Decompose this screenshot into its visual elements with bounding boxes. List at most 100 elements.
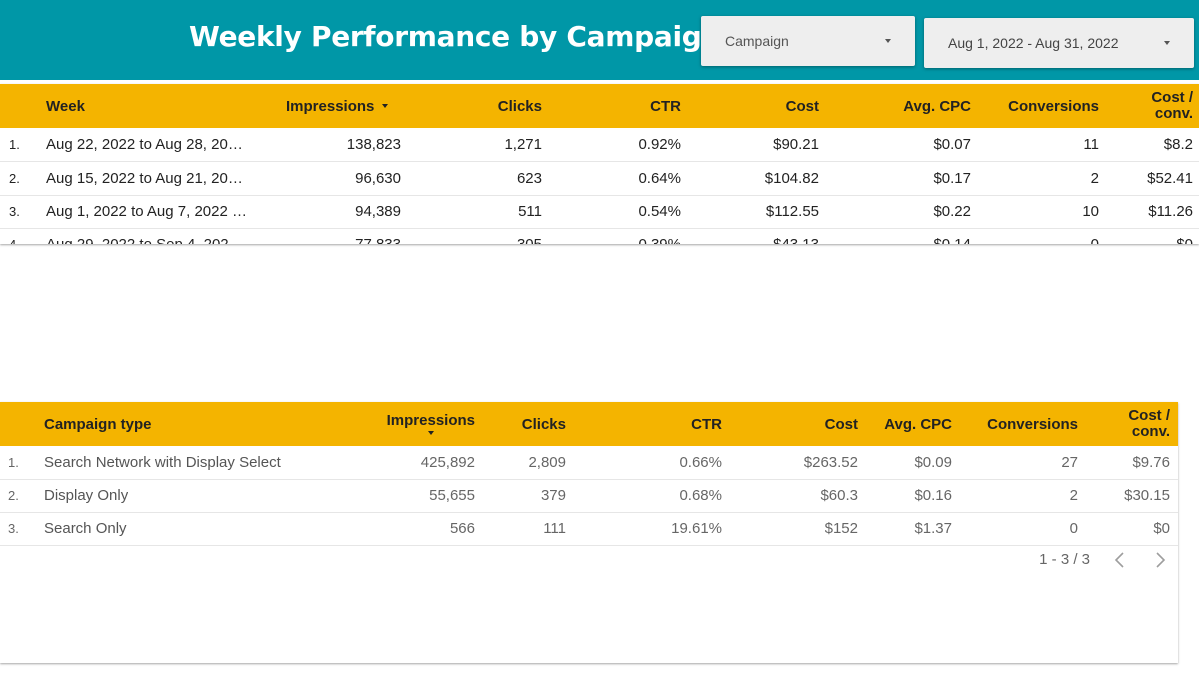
column-header-week[interactable]: Week xyxy=(46,97,85,115)
campaign-type-cell: Search Only xyxy=(44,520,127,537)
impressions-cell: 425,892 xyxy=(420,454,475,471)
conversions-cell: 27 xyxy=(1061,454,1078,471)
ctr-cell: 19.61% xyxy=(671,520,722,537)
week-cell: Aug 22, 2022 to Aug 28, 20… xyxy=(46,136,243,153)
campaign-type-cell: Display Only xyxy=(44,487,129,504)
cost-per-conv-cell: $9.76 xyxy=(1132,454,1170,471)
clicks-cell: 379 xyxy=(540,487,566,504)
avg-cpc-cell: $0.07 xyxy=(933,136,971,153)
ctr-cell: 0.64% xyxy=(638,170,681,187)
column-header-impressions-label: Impressions xyxy=(286,97,375,115)
row-index: 1. xyxy=(9,137,20,152)
pagination: 1 - 3 / 3 xyxy=(878,547,1178,573)
cost-cell: $263.52 xyxy=(803,454,858,471)
column-header-impressions-label: Impressions xyxy=(386,412,475,429)
column-header-campaign-type[interactable]: Campaign type xyxy=(44,415,152,433)
column-header-avg-cpc[interactable]: Avg. CPC xyxy=(884,415,952,433)
avg-cpc-cell: $0.16 xyxy=(914,487,952,504)
caret-down-icon xyxy=(885,39,891,43)
column-header-avg-cpc[interactable]: Avg. CPC xyxy=(903,97,971,115)
row-index: 1. xyxy=(8,455,19,470)
column-header-cost[interactable]: Cost xyxy=(785,97,819,115)
conversions-cell: 11 xyxy=(1083,136,1099,153)
ctr-cell: 0.66% xyxy=(679,454,722,471)
cost-cell: $104.82 xyxy=(764,170,819,187)
table-row[interactable]: 1. Search Network with Display Select 42… xyxy=(0,446,1178,480)
cost-cell: $112.55 xyxy=(765,203,819,220)
table-row[interactable]: 3. Aug 1, 2022 to Aug 7, 2022 … 94,389 5… xyxy=(0,195,1199,229)
table-header: Campaign type Impressions Clicks CTR Cos… xyxy=(0,402,1178,446)
campaign-type-table: Campaign type Impressions Clicks CTR Cos… xyxy=(0,402,1178,663)
table-row[interactable]: 2. Display Only 55,655 379 0.68% $60.3 $… xyxy=(0,479,1178,513)
date-range-dropdown[interactable]: Aug 1, 2022 - Aug 31, 2022 xyxy=(924,18,1194,68)
avg-cpc-cell: $0.14 xyxy=(933,228,971,244)
column-header-ctr[interactable]: CTR xyxy=(650,97,681,115)
impressions-cell: 94,389 xyxy=(355,203,401,220)
column-header-conversions[interactable]: Conversions xyxy=(987,415,1078,433)
cost-per-conv-cell: $11.26 xyxy=(1148,203,1193,220)
week-cell: Aug 15, 2022 to Aug 21, 20… xyxy=(46,170,243,187)
header-bar: Weekly Performance by Campaign Campaign … xyxy=(0,0,1199,80)
clicks-cell: 2,809 xyxy=(528,454,566,471)
table-row[interactable]: 4. Aug 29, 2022 to Sep 4, 202… 77,833 30… xyxy=(0,228,1199,244)
column-header-clicks[interactable]: Clicks xyxy=(521,415,566,433)
clicks-cell: 1,271 xyxy=(504,136,542,153)
conversions-cell: 0 xyxy=(1069,520,1078,537)
cost-cell: $90.21 xyxy=(773,136,819,153)
pagination-range: 1 - 3 / 3 xyxy=(1039,551,1090,568)
table-row[interactable]: 2. Aug 15, 2022 to Aug 21, 20… 96,630 62… xyxy=(0,162,1199,196)
ctr-cell: 0.54% xyxy=(638,203,681,220)
row-index: 2. xyxy=(8,488,19,503)
conversions-cell: 10 xyxy=(1082,203,1099,220)
cost-cell: $60.3 xyxy=(820,487,858,504)
impressions-cell: 138,823 xyxy=(346,136,401,153)
conversions-cell: 0 xyxy=(1091,228,1099,244)
row-index: 3. xyxy=(8,521,19,536)
chevron-left-icon[interactable] xyxy=(1110,550,1130,570)
clicks-cell: 305 xyxy=(517,228,542,244)
table-header: Week Impressions Clicks CTR Cost Avg. CP… xyxy=(0,84,1199,128)
column-header-cost-per-conv[interactable]: Cost / conv. xyxy=(1128,402,1170,446)
cost-per-conv-cell: $0 xyxy=(1176,228,1193,244)
impressions-cell: 77,833 xyxy=(355,228,401,244)
table-row[interactable]: 3. Search Only 566 111 19.61% $152 $1.37… xyxy=(0,512,1178,546)
campaign-filter-dropdown[interactable]: Campaign xyxy=(701,16,915,66)
date-range-label: Aug 1, 2022 - Aug 31, 2022 xyxy=(948,35,1119,51)
campaign-filter-label: Campaign xyxy=(725,33,789,49)
avg-cpc-cell: $0.22 xyxy=(933,203,971,220)
row-index: 4. xyxy=(9,228,20,244)
sort-descending-icon xyxy=(382,104,389,108)
cost-per-conv-cell: $30.15 xyxy=(1124,487,1170,504)
caret-down-icon xyxy=(1164,41,1170,45)
avg-cpc-cell: $0.17 xyxy=(933,170,971,187)
cost-per-conv-cell: $52.41 xyxy=(1147,170,1193,187)
page-title: Weekly Performance by Campaign xyxy=(189,20,722,53)
week-cell: Aug 29, 2022 to Sep 4, 202… xyxy=(46,228,256,244)
column-header-ctr[interactable]: CTR xyxy=(691,415,722,433)
table-row[interactable]: 1. Aug 22, 2022 to Aug 28, 20… 138,823 1… xyxy=(0,128,1199,162)
row-index: 3. xyxy=(9,204,20,219)
ctr-cell: 0.39% xyxy=(638,228,681,244)
cost-cell: $43.13 xyxy=(773,228,819,244)
cost-per-conv-cell: $8.2 xyxy=(1163,136,1193,153)
column-header-conversions[interactable]: Conversions xyxy=(1008,97,1099,115)
cost-per-conv-cell: $0 xyxy=(1153,520,1170,537)
conversions-cell: 2 xyxy=(1090,170,1099,187)
column-header-impressions[interactable]: Impressions xyxy=(286,84,389,128)
weekly-performance-table: Week Impressions Clicks CTR Cost Avg. CP… xyxy=(0,84,1199,244)
column-header-clicks[interactable]: Clicks xyxy=(497,97,542,115)
conversions-cell: 2 xyxy=(1069,487,1078,504)
cost-cell: $152 xyxy=(824,520,858,537)
column-header-cost-per-conv-line2: conv. xyxy=(1154,105,1193,122)
clicks-cell: 623 xyxy=(516,170,542,187)
impressions-cell: 566 xyxy=(449,520,475,537)
chevron-right-icon[interactable] xyxy=(1150,550,1170,570)
column-header-impressions[interactable]: Impressions xyxy=(387,402,475,446)
ctr-cell: 0.68% xyxy=(679,487,722,504)
row-index: 2. xyxy=(9,171,20,186)
week-cell: Aug 1, 2022 to Aug 7, 2022 … xyxy=(46,203,247,220)
column-header-cost-per-conv[interactable]: Cost / conv. xyxy=(1151,84,1193,128)
sort-descending-icon xyxy=(427,431,434,435)
campaign-type-cell: Search Network with Display Select xyxy=(44,454,281,471)
column-header-cost[interactable]: Cost xyxy=(824,415,858,433)
